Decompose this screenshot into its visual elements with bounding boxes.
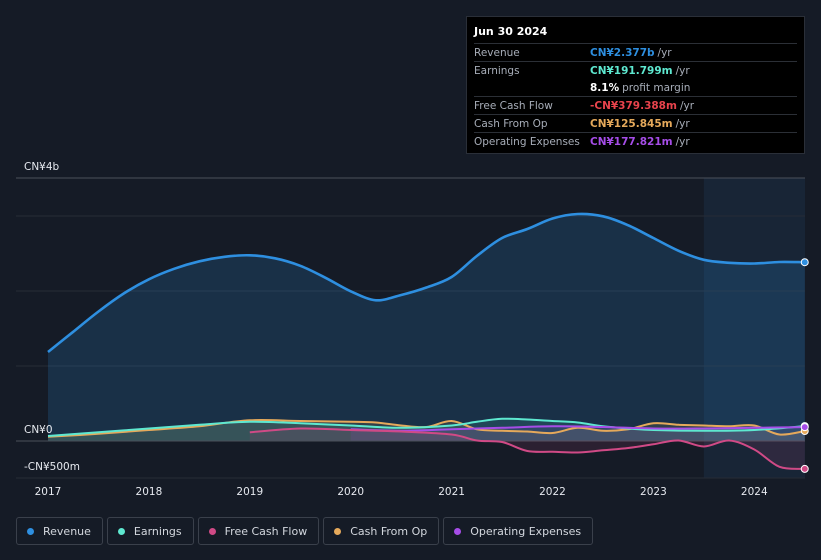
legend-dot-icon	[117, 527, 125, 535]
tooltip-unit: /yr	[675, 135, 690, 148]
tooltip-label: Earnings	[474, 64, 520, 77]
tooltip-value: CN¥177.821m	[590, 135, 673, 148]
x-axis-tick: 2017	[35, 486, 62, 498]
x-axis-ticks: 2017 2018 2019 2020 2021 2022 2023 2024	[35, 486, 768, 498]
tooltip-unit: /yr	[657, 46, 672, 59]
legend-label: Operating Expenses	[470, 524, 582, 538]
tooltip-date: Jun 30 2024	[474, 25, 548, 38]
legend-label: Earnings	[133, 524, 182, 538]
tooltip-unit: /yr	[679, 99, 695, 112]
tooltip-label: Revenue	[474, 46, 520, 59]
revenue-area	[48, 213, 805, 441]
tooltip: Jun 30 2024 Revenue CN¥2.377b/yr Earnings C…	[466, 16, 805, 154]
x-axis-tick: 2021	[438, 486, 465, 498]
tooltip-row: Free Cash Flow -CN¥379.388m/yr	[474, 96, 797, 114]
cash-from-op-line	[47, 419, 805, 438]
x-axis-tick: 2020	[337, 486, 364, 498]
x-axis-tick: 2019	[236, 486, 263, 498]
x-axis-tick: 2023	[640, 486, 667, 498]
free-cash-flow-endpoint	[800, 464, 809, 473]
tooltip-row: 8.1% profit margin	[474, 79, 797, 96]
operating-expenses-line	[350, 425, 805, 432]
tooltip-value: CN¥191.799m	[590, 64, 673, 77]
x-axis-tick: 2022	[539, 486, 566, 498]
legend-item-revenue[interactable]: Revenue	[16, 517, 103, 545]
free-cash-flow-area	[249, 428, 805, 469]
x-axis-tick: 2018	[136, 486, 163, 498]
tooltip-row: Earnings CN¥191.799m/yr	[474, 61, 797, 79]
y-axis-label: CN¥4b	[24, 161, 60, 173]
y-axis-label: CN¥0	[24, 424, 53, 436]
legend-label: Revenue	[43, 524, 91, 538]
tooltip-row: Revenue CN¥2.377b/yr	[474, 43, 797, 61]
x-axis-tick: 2024	[741, 486, 768, 498]
y-axis-label: -CN¥500m	[24, 461, 80, 473]
earnings-line	[47, 417, 805, 437]
y-axis-labels: CN¥4b CN¥0 -CN¥500m	[24, 161, 80, 473]
tooltip-label: Free Cash Flow	[474, 99, 553, 112]
legend: Revenue Earnings Free Cash Flow Cash From O…	[16, 517, 594, 545]
tooltip-label: Cash From Op	[474, 117, 548, 130]
tooltip-unit: profit margin	[622, 81, 691, 94]
legend-item-free-cash-flow[interactable]: Free Cash Flow	[197, 517, 320, 545]
tooltip-label: Operating Expenses	[474, 135, 580, 148]
legend-dot-icon	[208, 527, 216, 535]
legend-dot-icon	[334, 527, 342, 535]
tooltip-row: Operating Expenses CN¥177.821m/yr	[474, 132, 797, 150]
legend-label: Cash From Op	[350, 524, 428, 538]
legend-label: Free Cash Flow	[224, 524, 308, 538]
tooltip-value: CN¥2.377b	[590, 46, 655, 59]
series-endpoints	[800, 258, 809, 473]
operating-expenses-endpoint	[800, 423, 809, 432]
legend-item-earnings[interactable]: Earnings	[106, 517, 194, 545]
tooltip-value: -CN¥379.388m	[590, 99, 677, 112]
tooltip-value: CN¥125.845m	[590, 117, 673, 130]
free-cash-flow-line	[249, 427, 805, 470]
tooltip-row: Cash From Op CN¥125.845m/yr	[474, 114, 797, 132]
legend-dot-icon	[454, 527, 462, 535]
legend-item-operating-expenses[interactable]: Operating Expenses	[443, 517, 594, 545]
revenue-endpoint	[800, 258, 809, 267]
series-lines	[47, 212, 805, 470]
legend-item-cash-from-op[interactable]: Cash From Op	[323, 517, 440, 545]
tooltip-unit: /yr	[675, 117, 690, 130]
tooltip-unit: /yr	[675, 64, 690, 77]
tooltip-value: 8.1%	[590, 81, 620, 94]
legend-dot-icon	[27, 527, 34, 535]
gridlines	[16, 177, 805, 479]
revenue-line	[47, 212, 805, 354]
